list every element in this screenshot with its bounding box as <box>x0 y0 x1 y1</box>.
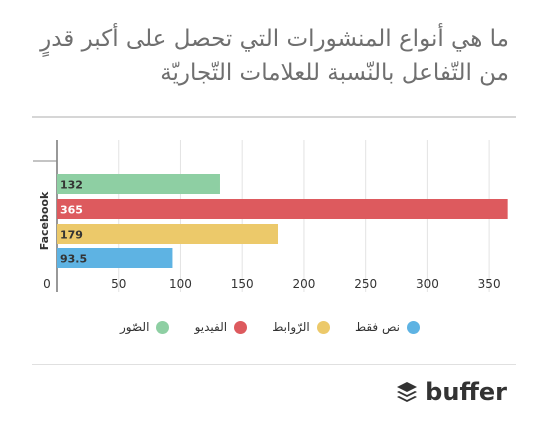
legend-label-text: نص فقط <box>354 320 400 334</box>
title-line-1: ما هي أنواع المنشورات التي تحصل على أكبر… <box>40 26 509 52</box>
legend-item-images: الصّور <box>120 320 170 334</box>
category-label-facebook: Facebook <box>38 191 51 250</box>
x-tick-label-200: 200 <box>292 277 315 291</box>
x-tick-label-250: 250 <box>354 277 377 291</box>
x-tick-label-150: 150 <box>231 277 254 291</box>
legend-dot-images <box>156 320 170 334</box>
data-label-1: 365 <box>60 204 83 217</box>
x-tick-label-50: 50 <box>111 277 126 291</box>
legend-item-video: الفيديو <box>195 320 248 334</box>
x-tick-label-100: 100 <box>169 277 192 291</box>
bar-1 <box>57 199 508 219</box>
data-label-2: 179 <box>60 229 83 242</box>
title-line-2: من التّفاعل بالنّسبة للعلامات التّجاريّة <box>160 60 509 86</box>
legend-dot-video <box>234 320 248 334</box>
footer-divider <box>32 364 516 365</box>
bar-0 <box>57 174 220 194</box>
legend-label-video: الفيديو <box>194 320 228 334</box>
x-tick-label-350: 350 <box>478 277 501 291</box>
data-label-0: 132 <box>60 179 83 192</box>
title-divider <box>32 116 516 118</box>
bar-3 <box>57 248 173 268</box>
bar-2 <box>57 224 279 244</box>
data-label-3: 93.5 <box>60 253 87 266</box>
legend-label-links: الرّوابط <box>272 320 310 334</box>
legend-item-links: الرّوابط <box>272 320 330 334</box>
chart-title: ما هي أنواع المنشورات التي تحصل على أكبر… <box>29 22 509 90</box>
buffer-stack-icon <box>397 382 418 402</box>
legend-label-images: الصّور <box>120 320 150 334</box>
legend-dot-links <box>316 320 330 334</box>
x-tick-label-0: 0 <box>43 277 51 291</box>
chart-legend: الصّور الفيديو الرّوابط نص فقط <box>120 316 420 338</box>
legend-dot-text <box>407 320 420 334</box>
brand-name: buffer <box>425 378 507 406</box>
brand-logo: buffer <box>395 378 507 406</box>
legend-item-text: نص فقط <box>355 320 420 334</box>
x-tick-label-300: 300 <box>416 277 439 291</box>
